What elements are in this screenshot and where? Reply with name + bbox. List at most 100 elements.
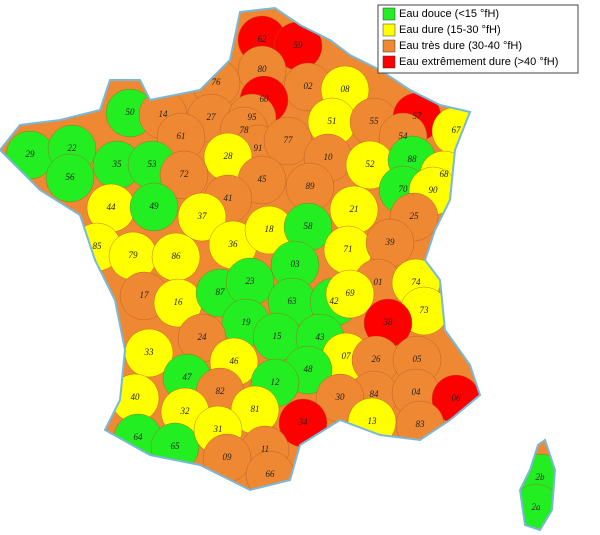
- legend-swatch: [382, 23, 396, 37]
- department-code: 91: [254, 143, 263, 153]
- department-code: 71: [344, 244, 353, 254]
- department-code: 77: [284, 135, 294, 145]
- department-code: 64: [134, 432, 144, 442]
- department-code: 32: [180, 406, 191, 416]
- department-code: 90: [429, 185, 439, 195]
- department-code: 55: [370, 116, 380, 126]
- department-code: 95: [248, 112, 258, 122]
- department-code: 01: [374, 277, 383, 287]
- department-code: 31: [213, 424, 223, 434]
- department-code: 83: [416, 419, 426, 429]
- department-code: 09: [223, 452, 233, 462]
- department-code: 46: [230, 356, 240, 366]
- department-code: 68: [440, 169, 450, 179]
- legend-swatch: [382, 55, 396, 69]
- department-code: 86: [172, 251, 182, 261]
- department-code: 44: [107, 202, 117, 212]
- department-code: 87: [216, 287, 226, 297]
- department-code: 62: [258, 34, 268, 44]
- department-code: 47: [183, 372, 193, 382]
- department-code: 69: [346, 288, 356, 298]
- department-code: 42: [330, 296, 340, 306]
- department-code: 07: [342, 351, 352, 361]
- department-code: 24: [198, 332, 208, 342]
- department-code: 38: [383, 317, 394, 327]
- legend: Eau douce (<15 °fH) Eau dure (15-30 °fH) E…: [377, 4, 579, 74]
- department-code: 51: [328, 116, 337, 126]
- department-code: 79: [129, 250, 139, 260]
- corsica-outline: [518, 438, 557, 532]
- department-code: 16: [174, 297, 184, 307]
- department-code: 81: [251, 404, 260, 414]
- department-area: [129, 182, 179, 232]
- department-code: 26: [372, 354, 382, 364]
- department-code: 36: [228, 239, 239, 249]
- department-code: 2a: [532, 502, 542, 512]
- department-code: 34: [298, 417, 309, 427]
- department-code: 52: [366, 159, 376, 169]
- department-code: 70: [399, 184, 409, 194]
- department-code: 50: [126, 107, 136, 117]
- department-code: 73: [420, 305, 430, 315]
- department-code: 03: [291, 259, 301, 269]
- department-code: 39: [385, 237, 396, 247]
- department-code: 45: [258, 174, 268, 184]
- department-area: [177, 192, 227, 242]
- department-code: 04: [412, 387, 422, 397]
- department-code: 22: [68, 143, 78, 153]
- department-code: 57: [413, 111, 423, 121]
- department-code: 72: [180, 169, 190, 179]
- legend-swatch: [382, 39, 396, 53]
- department-code: 06: [452, 393, 462, 403]
- legend-label: Eau très dure (30-40 °fH): [399, 40, 522, 52]
- department-code: 25: [410, 211, 420, 221]
- department-code: 28: [224, 151, 234, 161]
- department-area: [159, 150, 209, 200]
- department-code: 12: [271, 377, 281, 387]
- department-code: 54: [399, 131, 409, 141]
- legend-label: Eau dure (15-30 °fH): [399, 24, 501, 36]
- department-code: 74: [412, 277, 422, 287]
- department-code: 14: [159, 109, 169, 119]
- legend-swatch: [382, 7, 396, 21]
- department-code: 67: [452, 125, 462, 135]
- department-code: 05: [413, 354, 423, 364]
- department-code: 61: [177, 131, 186, 141]
- department-code: 15: [273, 331, 283, 341]
- department-code: 48: [304, 364, 314, 374]
- department-code: 19: [242, 317, 252, 327]
- department-code: 43: [316, 332, 326, 342]
- department-code: 18: [265, 224, 275, 234]
- department-code: 10: [324, 152, 334, 162]
- legend-label: Eau extrêmement dure (>40 °fH): [399, 56, 558, 68]
- department-code: 84: [370, 389, 380, 399]
- department-code: 58: [304, 221, 314, 231]
- department-code: 49: [150, 201, 160, 211]
- department-code: 30: [335, 392, 346, 402]
- department-code: 08: [341, 84, 351, 94]
- department-code: 56: [66, 172, 76, 182]
- department-code: 53: [148, 159, 158, 169]
- department-code: 80: [258, 64, 268, 74]
- department-code: 88: [408, 154, 418, 164]
- department-code: 63: [288, 296, 298, 306]
- department-code: 78: [240, 125, 250, 135]
- department-code: 37: [197, 211, 208, 221]
- department-code: 85: [93, 241, 103, 251]
- department-code: 66: [266, 469, 276, 479]
- department-code: 27: [207, 112, 217, 122]
- department-code: 23: [246, 276, 256, 286]
- france-outline: [0, 6, 482, 492]
- legend-label: Eau douce (<15 °fH): [399, 8, 499, 20]
- department-code: 21: [350, 204, 359, 214]
- legend-box: [377, 4, 579, 74]
- department-code: 76: [212, 77, 222, 87]
- department-code: 29: [26, 149, 36, 159]
- department-code: 65: [171, 441, 181, 451]
- department-code: 33: [144, 347, 155, 357]
- department-code: 11: [261, 444, 269, 454]
- department-code: 35: [112, 159, 123, 169]
- department-code: 2b: [536, 472, 546, 482]
